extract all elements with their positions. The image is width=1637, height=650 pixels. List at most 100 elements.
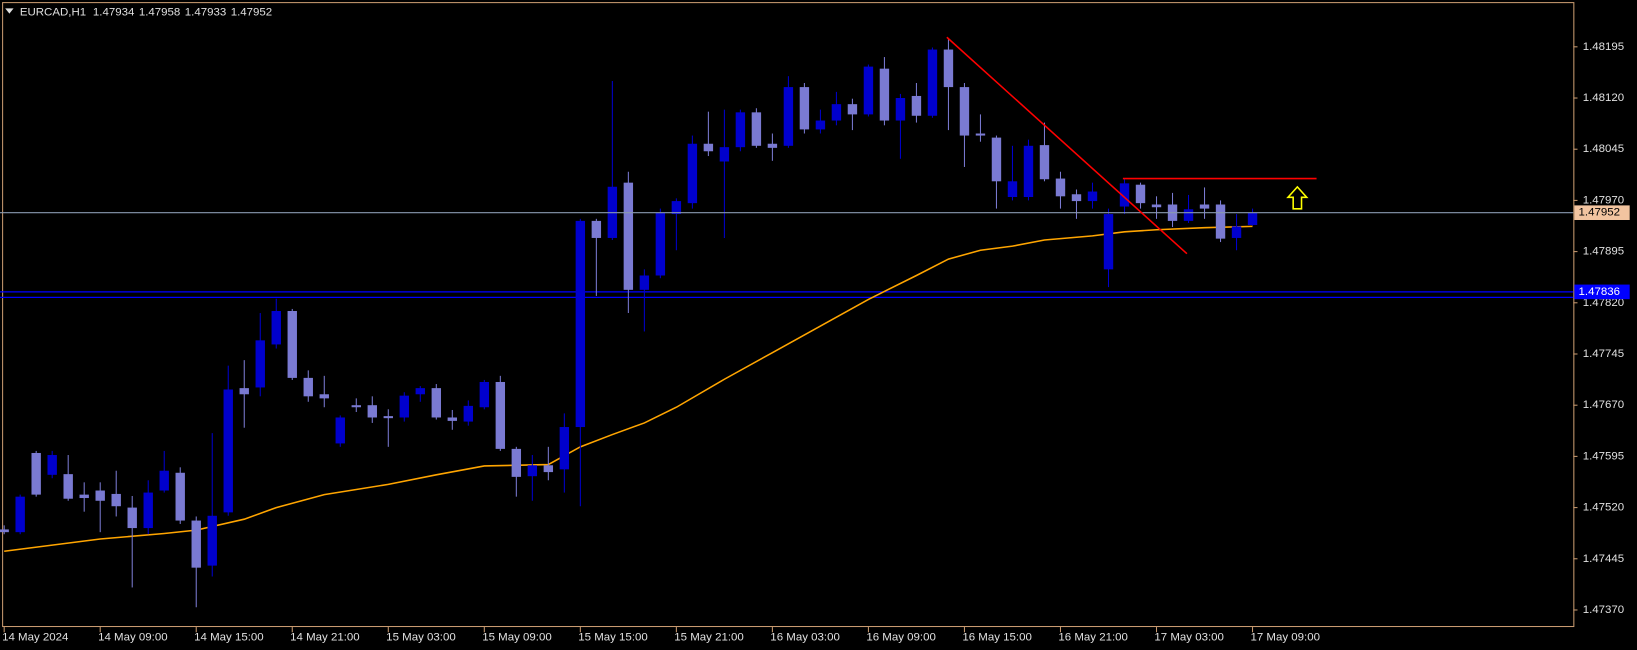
candle-body bbox=[895, 98, 906, 121]
y-tick-label: 1.48195 bbox=[1583, 41, 1624, 53]
y-tick-label: 1.47520 bbox=[1583, 502, 1624, 514]
candle-body bbox=[1199, 204, 1210, 209]
candle-body bbox=[879, 68, 890, 121]
candle-body bbox=[1215, 204, 1226, 239]
candle-body bbox=[335, 417, 345, 444]
candle-body bbox=[31, 452, 41, 495]
candle-body bbox=[223, 389, 233, 513]
candle-body bbox=[95, 490, 105, 501]
y-tick-label: 1.47745 bbox=[1583, 348, 1624, 360]
candle-body bbox=[975, 133, 986, 136]
x-tick-label: 14 May 2024 bbox=[2, 632, 69, 644]
candle-body bbox=[1247, 212, 1258, 225]
candle-body bbox=[1135, 184, 1146, 204]
candle-body bbox=[79, 494, 89, 499]
candle-body bbox=[1087, 191, 1098, 202]
candle-body bbox=[383, 416, 393, 419]
candle-body bbox=[543, 465, 554, 473]
candle-body bbox=[703, 143, 714, 152]
candle-body bbox=[447, 417, 458, 421]
y-tick-label: 1.48120 bbox=[1583, 92, 1624, 104]
candle-body bbox=[719, 147, 730, 162]
candle-body bbox=[463, 405, 474, 422]
up-arrow bbox=[1286, 185, 1309, 210]
candle-body bbox=[143, 492, 153, 529]
candle-body bbox=[927, 49, 938, 116]
x-tick-label: 14 May 21:00 bbox=[290, 632, 360, 644]
candle-body bbox=[319, 394, 329, 399]
candle-body bbox=[1231, 226, 1242, 238]
x-tick-label: 17 May 03:00 bbox=[1154, 632, 1224, 644]
candle-body bbox=[1183, 209, 1194, 221]
header-open: 1.47934 bbox=[93, 7, 135, 19]
candle-body bbox=[527, 465, 538, 477]
candle-body bbox=[239, 388, 249, 395]
x-tick-label: 14 May 09:00 bbox=[98, 632, 168, 644]
candle-body bbox=[479, 381, 490, 408]
candle-body bbox=[783, 87, 794, 146]
header-low: 1.47933 bbox=[185, 7, 226, 19]
x-tick-label: 15 May 09:00 bbox=[482, 632, 552, 644]
candle-body bbox=[255, 340, 265, 388]
candle-body bbox=[1007, 181, 1018, 197]
candle-body bbox=[0, 529, 9, 533]
candle-body bbox=[991, 137, 1002, 182]
candle-body bbox=[1151, 204, 1162, 208]
candle-body bbox=[655, 212, 666, 276]
candle-body bbox=[159, 470, 169, 491]
candle-body bbox=[303, 377, 313, 397]
y-tick-label: 1.47445 bbox=[1583, 553, 1624, 565]
candle-body bbox=[175, 472, 185, 521]
x-tick-label: 16 May 09:00 bbox=[866, 632, 936, 644]
y-tick-label: 1.47970 bbox=[1583, 194, 1624, 206]
candle-body bbox=[639, 275, 650, 290]
candle-body bbox=[767, 143, 778, 148]
current-price-box bbox=[1574, 205, 1630, 220]
candle-body bbox=[63, 474, 73, 499]
x-tick-label: 15 May 03:00 bbox=[386, 632, 456, 644]
candle-body bbox=[271, 310, 281, 345]
support-price-label: 1.47836 bbox=[1579, 286, 1620, 298]
candle-body bbox=[15, 496, 25, 533]
candle-body bbox=[687, 143, 698, 204]
candle-body bbox=[671, 201, 682, 215]
candle-body bbox=[207, 515, 217, 566]
x-tick-label: 15 May 15:00 bbox=[578, 632, 648, 644]
chart-title: EURCAD,H1 bbox=[20, 7, 86, 19]
y-tick-label: 1.47370 bbox=[1583, 604, 1624, 616]
y-tick-label: 1.47820 bbox=[1583, 297, 1624, 309]
candle-body bbox=[943, 49, 954, 88]
candle-body bbox=[511, 448, 522, 477]
x-tick-label: 16 May 15:00 bbox=[962, 632, 1032, 644]
candle-body bbox=[127, 507, 137, 529]
candle-body bbox=[751, 112, 762, 146]
x-tick-label: 15 May 21:00 bbox=[674, 632, 744, 644]
candle-body bbox=[1023, 145, 1034, 197]
candle-body bbox=[623, 182, 634, 290]
x-tick-label: 16 May 21:00 bbox=[1058, 632, 1128, 644]
candle-body bbox=[559, 427, 570, 470]
candle-body bbox=[415, 388, 425, 395]
y-tick-label: 1.48045 bbox=[1583, 143, 1624, 155]
candle-body bbox=[367, 405, 377, 418]
candle-body bbox=[431, 388, 441, 418]
candle-body bbox=[799, 87, 810, 130]
current-price-label: 1.47952 bbox=[1579, 207, 1620, 219]
candle-body bbox=[959, 87, 970, 136]
header-high: 1.47958 bbox=[139, 7, 180, 19]
candle-body bbox=[111, 493, 121, 507]
candle-body bbox=[863, 66, 874, 115]
moving-average bbox=[4, 225, 1253, 553]
candle-body bbox=[191, 520, 201, 568]
candle-body bbox=[1071, 194, 1082, 202]
menu-triangle[interactable] bbox=[5, 8, 14, 14]
y-tick-label: 1.47670 bbox=[1583, 399, 1624, 411]
candle-body bbox=[1103, 214, 1114, 270]
plot-frame bbox=[2, 2, 1575, 628]
y-tick-label: 1.47895 bbox=[1583, 246, 1624, 258]
candle-body bbox=[591, 220, 602, 238]
candle-body bbox=[575, 220, 586, 428]
candle-body bbox=[831, 104, 842, 121]
